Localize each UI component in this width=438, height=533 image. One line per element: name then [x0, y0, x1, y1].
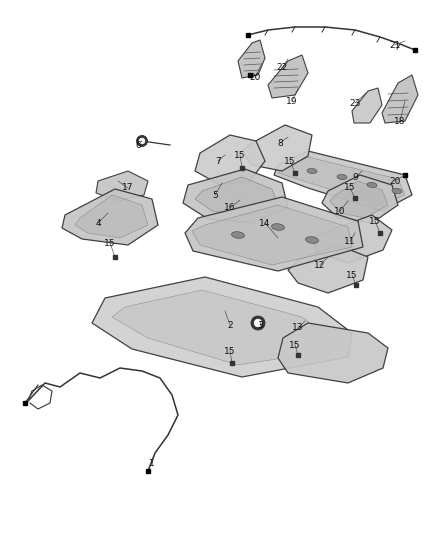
- Circle shape: [251, 316, 265, 330]
- Ellipse shape: [367, 182, 377, 188]
- Text: 6: 6: [135, 141, 141, 149]
- Polygon shape: [268, 55, 308, 98]
- Ellipse shape: [307, 168, 317, 174]
- Text: 4: 4: [95, 219, 101, 228]
- Polygon shape: [274, 151, 412, 211]
- Polygon shape: [185, 197, 363, 271]
- Polygon shape: [238, 40, 265, 78]
- Text: 15: 15: [289, 341, 301, 350]
- Text: 23: 23: [350, 99, 360, 108]
- Text: 1: 1: [149, 458, 155, 467]
- Ellipse shape: [232, 232, 244, 238]
- Circle shape: [254, 319, 262, 327]
- Polygon shape: [352, 88, 382, 123]
- Text: 15: 15: [369, 216, 381, 225]
- Text: 22: 22: [276, 63, 288, 72]
- Text: 8: 8: [277, 139, 283, 148]
- Text: 2: 2: [227, 320, 233, 329]
- Circle shape: [139, 138, 145, 144]
- Text: 15: 15: [104, 238, 116, 247]
- Polygon shape: [96, 171, 148, 201]
- Polygon shape: [322, 175, 398, 223]
- Text: 9: 9: [352, 174, 358, 182]
- Polygon shape: [75, 195, 148, 238]
- Text: 21: 21: [389, 41, 401, 50]
- Text: 12: 12: [314, 261, 326, 270]
- Text: 3: 3: [257, 320, 263, 329]
- Text: 15: 15: [284, 157, 296, 166]
- Polygon shape: [312, 215, 392, 263]
- Text: 19: 19: [286, 96, 298, 106]
- Polygon shape: [278, 157, 405, 205]
- Polygon shape: [112, 290, 332, 365]
- Text: 20: 20: [249, 74, 261, 83]
- Polygon shape: [242, 125, 312, 171]
- Polygon shape: [382, 75, 418, 123]
- Text: 15: 15: [234, 150, 246, 159]
- Polygon shape: [330, 181, 388, 218]
- Text: 5: 5: [212, 190, 218, 199]
- Ellipse shape: [392, 189, 402, 193]
- Ellipse shape: [272, 224, 284, 230]
- Ellipse shape: [306, 237, 318, 244]
- Text: 17: 17: [122, 183, 134, 192]
- Text: 15: 15: [224, 346, 236, 356]
- Circle shape: [137, 135, 148, 147]
- Text: 7: 7: [215, 157, 221, 166]
- Text: 10: 10: [334, 206, 346, 215]
- Text: 14: 14: [259, 219, 271, 228]
- Polygon shape: [183, 169, 288, 223]
- Text: 16: 16: [224, 204, 236, 213]
- Polygon shape: [62, 189, 158, 245]
- Polygon shape: [288, 245, 368, 293]
- Text: 15: 15: [344, 183, 356, 192]
- Text: 18: 18: [394, 117, 406, 125]
- Text: 20: 20: [389, 176, 401, 185]
- Polygon shape: [192, 205, 352, 265]
- Text: 13: 13: [292, 324, 304, 333]
- Text: 11: 11: [344, 237, 356, 246]
- Polygon shape: [92, 277, 352, 377]
- Polygon shape: [195, 135, 265, 185]
- Text: 15: 15: [346, 271, 358, 279]
- Ellipse shape: [337, 174, 347, 180]
- Polygon shape: [278, 323, 388, 383]
- Polygon shape: [195, 177, 278, 215]
